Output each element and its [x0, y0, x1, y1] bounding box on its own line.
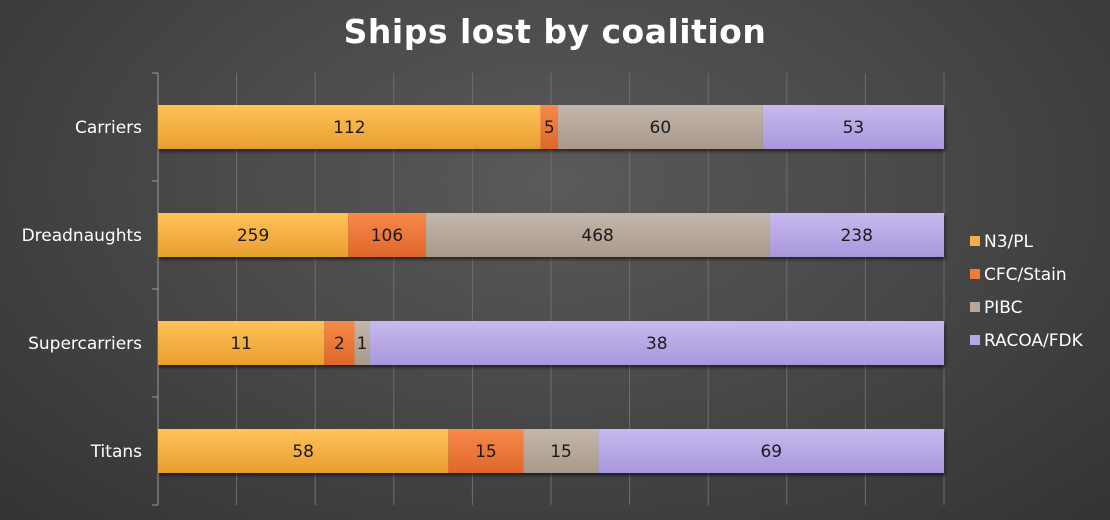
- bar-carriers-racoa-fdk: [762, 105, 944, 149]
- bar-group-carriers: [158, 105, 944, 149]
- data-label-dreadnaughts-racoa-fdk: 238: [840, 226, 872, 246]
- bar-group-dreadnaughts: [158, 213, 944, 257]
- bar-carriers-n3-pl: [158, 105, 541, 149]
- category-label-supercarriers: Supercarriers: [28, 334, 142, 354]
- category-labels: Carriers Dreadnaughts Supercarriers Titans: [22, 118, 143, 462]
- legend-label-pibc: PIBC: [984, 298, 1023, 318]
- legend-swatch-pibc: [970, 302, 980, 312]
- legend-swatch-racoa-fdk: [970, 335, 980, 345]
- category-label-titans: Titans: [90, 442, 142, 462]
- bar-titans-pibc: [523, 429, 599, 473]
- data-label-supercarriers-racoa-fdk: 38: [646, 334, 668, 354]
- bar-carriers-cfc-stain: [540, 105, 558, 149]
- data-label-dreadnaughts-pibc: 468: [581, 226, 613, 246]
- legend-label-n3-pl: N3/PL: [984, 232, 1034, 252]
- legend: N3/PL CFC/Stain PIBC RACOA/FDK: [970, 232, 1084, 351]
- legend-label-racoa-fdk: RACOA/FDK: [984, 331, 1084, 351]
- data-label-dreadnaughts-n3-pl: 259: [237, 226, 269, 246]
- bar-supercarriers-cfc-stain: [324, 321, 355, 365]
- bar-dreadnaughts-n3-pl: [158, 213, 349, 257]
- bar-group-titans: [158, 429, 944, 473]
- data-label-supercarriers-cfc-stain: 2: [334, 334, 345, 354]
- bar-supercarriers-pibc: [354, 321, 370, 365]
- bar-dreadnaughts-racoa-fdk: [769, 213, 944, 257]
- data-label-titans-pibc: 15: [550, 442, 572, 462]
- data-label-carriers-racoa-fdk: 53: [843, 118, 865, 138]
- data-label-carriers-pibc: 60: [650, 118, 672, 138]
- bar-supercarriers-n3-pl: [158, 321, 325, 365]
- legend-label-cfc-stain: CFC/Stain: [984, 265, 1067, 285]
- category-label-dreadnaughts: Dreadnaughts: [22, 226, 143, 246]
- legend-swatch-cfc-stain: [970, 269, 980, 279]
- data-label-titans-racoa-fdk: 69: [760, 442, 782, 462]
- bar-carriers-pibc: [557, 105, 763, 149]
- data-label-titans-n3-pl: 58: [292, 442, 314, 462]
- bar-dreadnaughts-cfc-stain: [348, 213, 426, 257]
- data-label-dreadnaughts-cfc-stain: 106: [371, 226, 403, 246]
- bar-group-supercarriers: [158, 321, 945, 365]
- bar-titans-racoa-fdk: [598, 429, 944, 473]
- chart-title: Ships lost by coalition: [343, 12, 767, 51]
- bar-supercarriers-racoa-fdk: [369, 321, 945, 365]
- bar-titans-n3-pl: [158, 429, 449, 473]
- category-axis: [152, 72, 159, 506]
- category-label-carriers: Carriers: [75, 118, 142, 138]
- data-label-supercarriers-n3-pl: 11: [230, 334, 252, 354]
- data-label-titans-cfc-stain: 15: [475, 442, 497, 462]
- data-label-carriers-cfc-stain: 5: [544, 118, 555, 138]
- legend-swatch-n3-pl: [970, 236, 980, 246]
- bar-dreadnaughts-pibc: [425, 213, 770, 257]
- data-label-carriers-n3-pl: 112: [333, 118, 365, 138]
- data-label-supercarriers-pibc: 1: [357, 334, 368, 354]
- bar-titans-cfc-stain: [448, 429, 524, 473]
